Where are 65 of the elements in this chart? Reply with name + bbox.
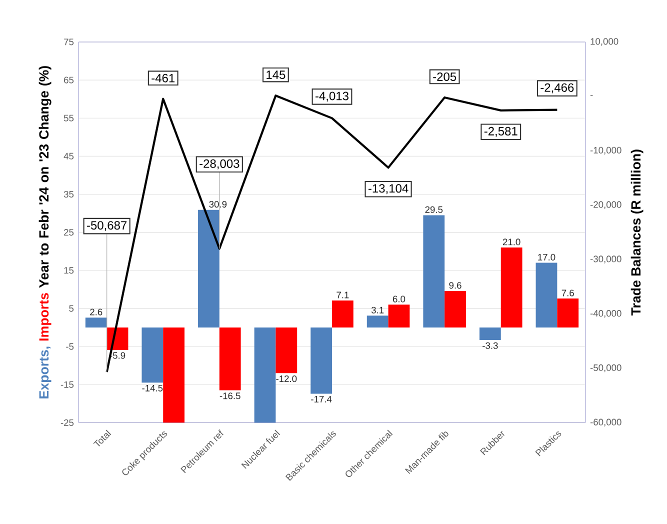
bar: [310, 327, 332, 394]
bar: [557, 298, 579, 328]
data-label: 30.9: [209, 200, 227, 208]
text: Exports,: [39, 346, 52, 398]
y-tick-label: 65: [64, 76, 74, 84]
data-label: -13,104: [368, 184, 408, 194]
bar: [332, 300, 354, 328]
data-label: -461: [152, 74, 175, 82]
y2-tick-label: -: [590, 94, 593, 96]
y-tick-label: 45: [64, 152, 74, 160]
y-tick-label: 55: [64, 114, 74, 122]
data-label: 3.1: [371, 306, 384, 314]
y2-tick-label: -50,000: [590, 364, 622, 372]
bar: [366, 316, 388, 328]
data-label: 9.6: [449, 282, 462, 289]
y2-tick-label: -60,000: [590, 418, 622, 427]
bar: [500, 248, 522, 328]
y-tick-label: -15: [60, 381, 74, 388]
data-label: -3.3: [482, 342, 498, 349]
data-label: -17.4: [311, 396, 332, 402]
bar: [479, 327, 501, 340]
data-label: -14.5: [142, 384, 163, 392]
data-label: 21.0: [502, 238, 520, 246]
bar: [254, 327, 276, 423]
bar: [219, 327, 241, 390]
bar: [198, 210, 220, 328]
bar: [423, 215, 445, 328]
y2-tick-label: -10,000: [590, 146, 622, 155]
y2-tick-label: -30,000: [590, 256, 622, 264]
data-label: -2,466: [540, 83, 574, 94]
data-label: 17.0: [538, 254, 556, 260]
y2-tick-label: -40,000: [590, 310, 622, 318]
y-tick-label: -5: [66, 343, 74, 350]
bar: [85, 318, 107, 328]
data-label: -4,013: [316, 92, 348, 102]
data-label: -5.9: [110, 352, 126, 359]
data-label: -28,003: [200, 159, 240, 170]
bar: [388, 304, 410, 328]
data-label: -12.0: [276, 375, 297, 382]
y2-tick-label: -20,000: [590, 201, 622, 209]
y2-axis-title: Trade Balances (R million): [630, 150, 644, 316]
data-label: 29.5: [425, 206, 443, 213]
bar: [444, 290, 466, 328]
data-label: 6.0: [392, 296, 406, 302]
y-axis-title: Year to Febr '24 on '23 Change (%): [38, 66, 52, 288]
bar: [536, 262, 558, 328]
y-tick-label: -25: [60, 419, 74, 426]
data-label: 7.6: [562, 290, 574, 296]
data-label: -50,687: [87, 221, 127, 231]
data-label: 2.6: [90, 308, 102, 316]
text: Imports: [39, 293, 52, 341]
bar: [276, 327, 298, 374]
y-tick-label: 5: [69, 305, 74, 312]
bar: [142, 327, 164, 383]
data-label: -16.5: [220, 392, 240, 400]
data-label: -2,581: [484, 126, 518, 137]
bar: [163, 327, 185, 423]
y-tick-label: 25: [64, 229, 74, 236]
data-label: 145: [266, 70, 286, 80]
y-tick-label: 15: [64, 267, 74, 274]
y2-tick-label: 10,000: [590, 38, 618, 46]
y-tick-label: 75: [64, 38, 74, 46]
data-label: -205: [433, 72, 456, 81]
data-label: 7.1: [336, 292, 349, 298]
y-tick-label: 35: [64, 190, 74, 198]
